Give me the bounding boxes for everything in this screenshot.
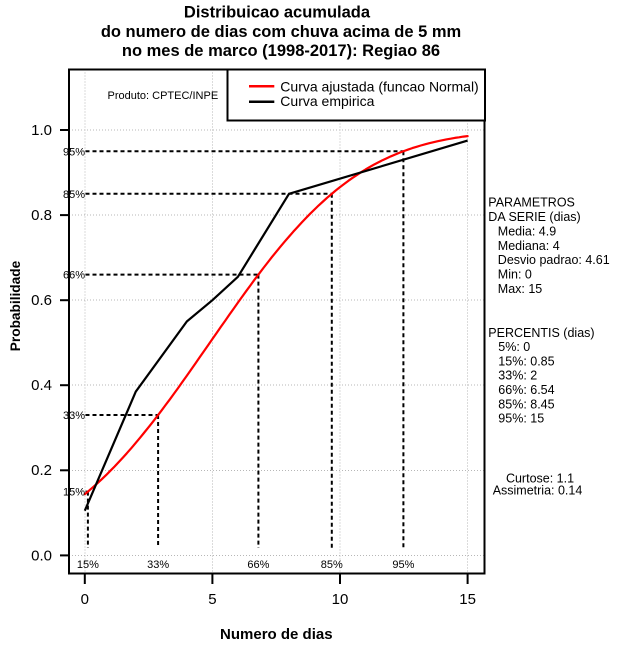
svg-text:Produto: CPTEC/INPE: Produto: CPTEC/INPE <box>108 90 219 102</box>
svg-text:15%: 15% <box>63 487 85 499</box>
svg-text:15: 15 <box>459 591 476 608</box>
svg-text:0: 0 <box>81 591 89 608</box>
svg-text:15%: 15% <box>77 559 99 571</box>
svg-text:Distribuicao acumulada: Distribuicao acumulada <box>184 4 371 22</box>
svg-text:Min: 0: Min: 0 <box>498 268 532 282</box>
svg-text:66%: 66% <box>63 270 85 282</box>
svg-text:95%: 15: 95%: 15 <box>498 412 544 426</box>
svg-text:PARAMETROS: PARAMETROS <box>488 196 575 210</box>
svg-text:33%: 33% <box>63 410 85 422</box>
svg-text:15%: 0.85: 15%: 0.85 <box>498 354 554 368</box>
svg-text:Mediana: 4: Mediana: 4 <box>498 239 560 253</box>
svg-text:85%: 8.45: 85%: 8.45 <box>498 397 554 411</box>
svg-text:33%: 2: 33%: 2 <box>498 369 537 383</box>
svg-text:Desvio padrao: 4.61: Desvio padrao: 4.61 <box>498 253 610 267</box>
svg-text:no mes de marco (1998-2017): R: no mes de marco (1998-2017): Regiao 86 <box>122 42 440 60</box>
svg-text:85%: 85% <box>63 189 85 201</box>
svg-text:95%: 95% <box>392 559 414 571</box>
svg-text:0.2: 0.2 <box>31 462 52 479</box>
svg-text:5%: 0: 5%: 0 <box>498 340 530 354</box>
svg-text:Curva empirica: Curva empirica <box>280 93 374 109</box>
svg-text:5: 5 <box>208 591 216 608</box>
svg-text:85%: 85% <box>321 559 343 571</box>
svg-text:10: 10 <box>332 591 349 608</box>
svg-text:do numero de dias com chuva ac: do numero de dias com chuva acima de 5 m… <box>101 23 461 41</box>
svg-text:PERCENTIS (dias): PERCENTIS (dias) <box>488 326 594 340</box>
svg-text:0.8: 0.8 <box>31 207 52 224</box>
svg-text:Assimetria: 0.14: Assimetria: 0.14 <box>493 484 583 498</box>
svg-text:66%: 6.54: 66%: 6.54 <box>498 383 554 397</box>
svg-text:95%: 95% <box>63 146 85 158</box>
svg-text:0.0: 0.0 <box>31 547 52 564</box>
svg-text:Max: 15: Max: 15 <box>498 282 543 296</box>
svg-text:Curtose: 1.1: Curtose: 1.1 <box>506 472 574 486</box>
svg-text:0.6: 0.6 <box>31 292 52 309</box>
svg-text:DA SERIE (dias): DA SERIE (dias) <box>488 210 580 224</box>
svg-text:0.4: 0.4 <box>31 377 52 394</box>
svg-text:Probabilidade: Probabilidade <box>8 260 23 351</box>
svg-text:Media: 4.9: Media: 4.9 <box>498 224 556 238</box>
svg-text:Curva ajustada (funcao Normal): Curva ajustada (funcao Normal) <box>280 78 478 94</box>
svg-text:1.0: 1.0 <box>31 122 52 139</box>
svg-text:33%: 33% <box>147 559 169 571</box>
svg-text:66%: 66% <box>247 559 269 571</box>
svg-text:Numero de dias: Numero de dias <box>220 626 333 643</box>
